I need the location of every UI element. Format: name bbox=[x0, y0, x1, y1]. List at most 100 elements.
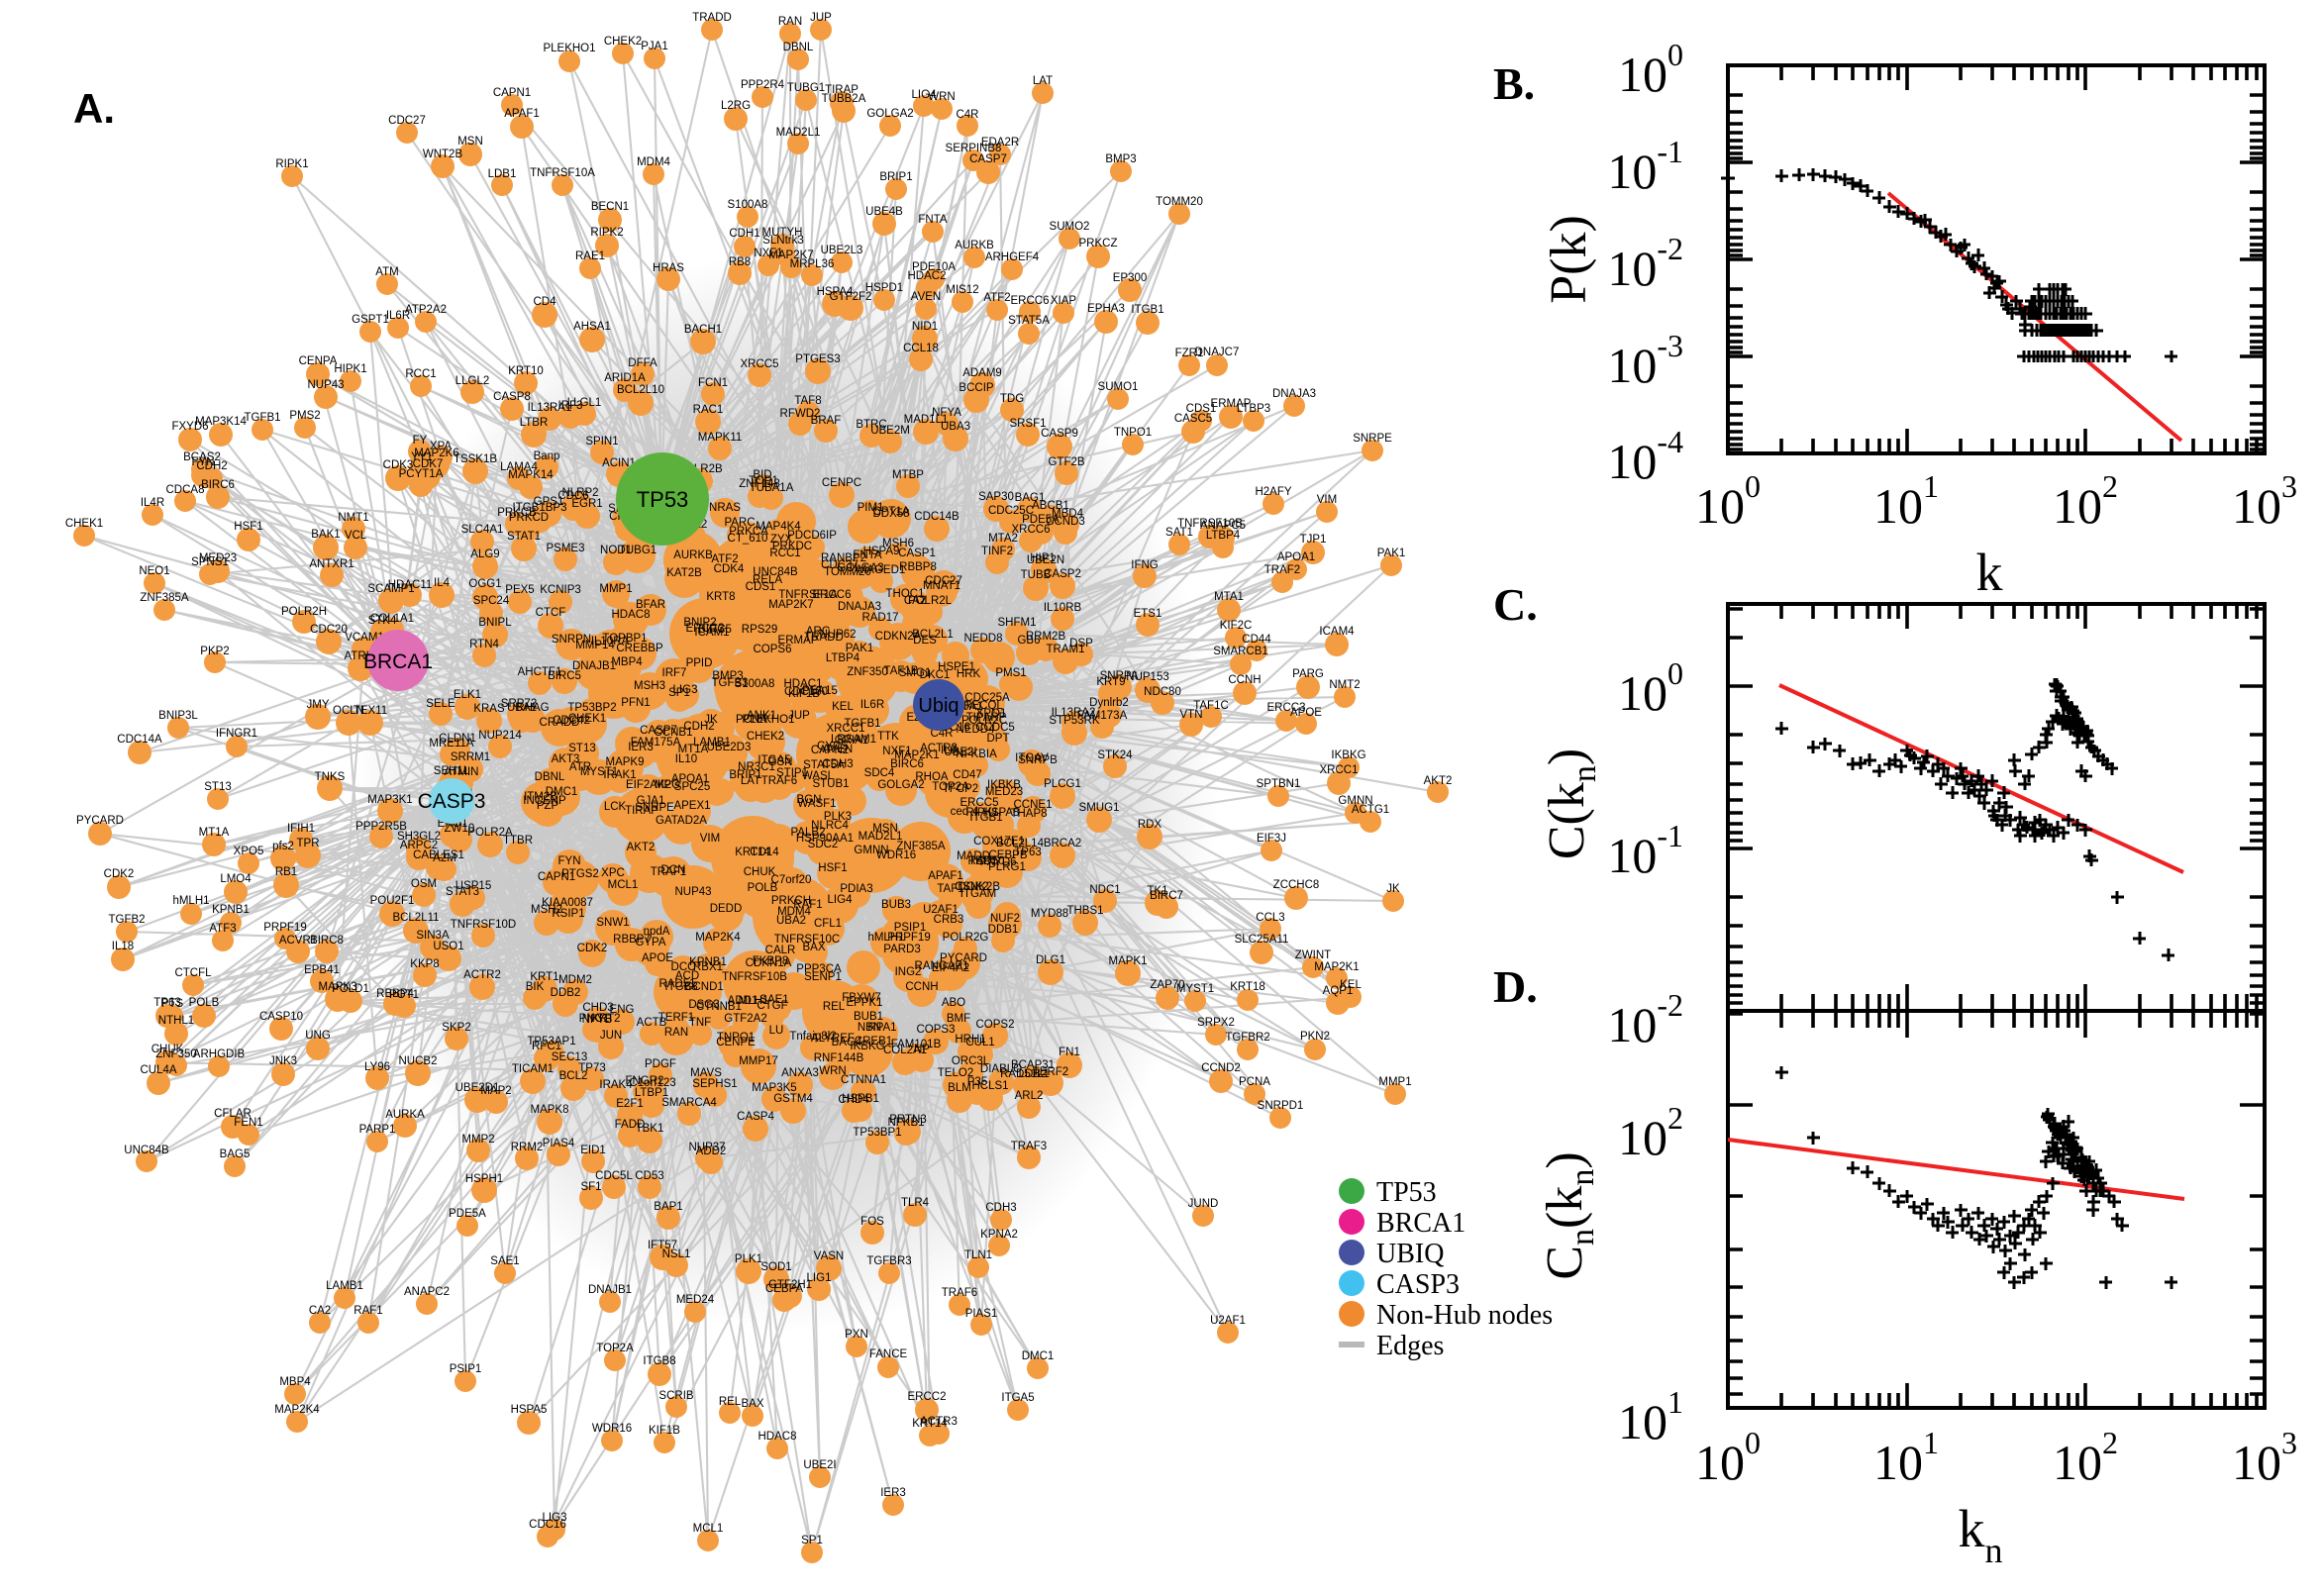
svg-text:CAPN1: CAPN1 bbox=[538, 871, 575, 883]
svg-text:HSPA8: HSPA8 bbox=[983, 807, 1020, 819]
svg-text:CCNH: CCNH bbox=[1228, 674, 1261, 686]
svg-text:DSG3: DSG3 bbox=[688, 999, 719, 1011]
svg-text:VIM: VIM bbox=[1317, 494, 1337, 506]
svg-text:BIRC5: BIRC5 bbox=[698, 624, 732, 636]
svg-text:TGFB1: TGFB1 bbox=[244, 412, 280, 424]
svg-text:CHEK2: CHEK2 bbox=[747, 731, 784, 743]
svg-text:CD44: CD44 bbox=[1242, 634, 1271, 646]
svg-text:EDA2R: EDA2R bbox=[981, 137, 1019, 149]
svg-text:CCL18: CCL18 bbox=[903, 343, 939, 354]
svg-text:TP53BP1: TP53BP1 bbox=[853, 1127, 901, 1139]
svg-text:TOP1: TOP1 bbox=[749, 475, 778, 487]
svg-text:CABLES1: CABLES1 bbox=[413, 849, 464, 861]
svg-text:H2AFY: H2AFY bbox=[1255, 486, 1291, 498]
svg-text:ADD2: ADD2 bbox=[696, 1146, 727, 1157]
svg-text:NXF1: NXF1 bbox=[754, 248, 782, 259]
svg-text:RTN4: RTN4 bbox=[469, 639, 499, 650]
svg-text:MT1A: MT1A bbox=[199, 827, 230, 839]
svg-text:GATAD2A: GATAD2A bbox=[656, 815, 707, 827]
svg-text:RAD50: RAD50 bbox=[967, 855, 1004, 867]
svg-text:SPTBN1: SPTBN1 bbox=[1257, 778, 1301, 790]
svg-text:RAC1: RAC1 bbox=[693, 404, 724, 416]
svg-text:NMT1: NMT1 bbox=[338, 512, 368, 524]
svg-text:ING2: ING2 bbox=[895, 966, 922, 978]
svg-text:CASP7: CASP7 bbox=[640, 725, 677, 737]
svg-text:RAN: RAN bbox=[664, 1027, 688, 1039]
svg-text:MMP1: MMP1 bbox=[1378, 1076, 1411, 1088]
svg-text:PMS2: PMS2 bbox=[289, 410, 320, 422]
svg-text:TRAF1: TRAF1 bbox=[651, 866, 686, 878]
svg-text:CCNB1: CCNB1 bbox=[655, 727, 693, 739]
svg-text:BAX: BAX bbox=[741, 1398, 763, 1410]
svg-text:CDKN1A: CDKN1A bbox=[746, 957, 792, 969]
svg-text:BAK1: BAK1 bbox=[311, 529, 340, 541]
svg-text:CD47: CD47 bbox=[953, 769, 981, 781]
svg-text:RBBP4: RBBP4 bbox=[376, 988, 414, 1000]
svg-text:KEL: KEL bbox=[1340, 979, 1362, 991]
svg-text:GSN: GSN bbox=[768, 756, 793, 768]
svg-text:FNTA: FNTA bbox=[853, 549, 882, 561]
svg-text:CDC27: CDC27 bbox=[925, 575, 962, 587]
svg-text:RBBP7: RBBP7 bbox=[613, 934, 651, 946]
svg-text:IL6: IL6 bbox=[941, 745, 957, 756]
svg-text:SPNS1: SPNS1 bbox=[191, 556, 229, 568]
svg-text:FAM175A: FAM175A bbox=[631, 737, 681, 748]
svg-text:GMNN: GMNN bbox=[1338, 795, 1372, 807]
svg-text:XRCC6: XRCC6 bbox=[1012, 524, 1051, 536]
svg-text:C4R: C4R bbox=[930, 728, 953, 740]
svg-text:KRT18: KRT18 bbox=[1230, 981, 1265, 993]
svg-text:ACVR1: ACVR1 bbox=[279, 935, 317, 947]
svg-text:ZNF385A: ZNF385A bbox=[896, 841, 946, 852]
svg-text:PRKDC: PRKDC bbox=[772, 541, 812, 552]
svg-text:CDC27: CDC27 bbox=[388, 115, 426, 127]
svg-text:PYCARD: PYCARD bbox=[940, 952, 987, 964]
svg-text:CHEK1: CHEK1 bbox=[568, 713, 606, 725]
svg-text:BTRC: BTRC bbox=[856, 419, 886, 431]
svg-text:C.: C. bbox=[1493, 579, 1538, 630]
svg-text:UBE2D1: UBE2D1 bbox=[455, 1082, 500, 1094]
svg-text:TRAM1: TRAM1 bbox=[1047, 644, 1085, 655]
svg-text:MED23: MED23 bbox=[985, 786, 1023, 798]
svg-text:MAP4K4: MAP4K4 bbox=[756, 521, 801, 533]
svg-text:FYN: FYN bbox=[558, 855, 581, 867]
svg-text:BRIP1: BRIP1 bbox=[729, 769, 761, 781]
svg-text:ORC3L: ORC3L bbox=[952, 1055, 990, 1067]
svg-text:DNAJB1: DNAJB1 bbox=[588, 1284, 632, 1296]
svg-text:CDH3: CDH3 bbox=[985, 1202, 1016, 1214]
svg-text:PCNA: PCNA bbox=[1239, 1076, 1270, 1088]
svg-text:BCL2L11: BCL2L11 bbox=[392, 912, 439, 924]
svg-text:SAP30: SAP30 bbox=[978, 491, 1014, 503]
svg-text:ERCC6: ERCC6 bbox=[1011, 295, 1050, 307]
svg-text:UBE4B: UBE4B bbox=[865, 206, 903, 218]
svg-text:DCN: DCN bbox=[661, 864, 686, 876]
svg-text:UBE2N: UBE2N bbox=[1027, 554, 1064, 566]
svg-text:TP63: TP63 bbox=[1014, 847, 1042, 858]
svg-text:LDB1: LDB1 bbox=[488, 168, 517, 180]
svg-text:GTF2F2: GTF2F2 bbox=[830, 291, 872, 303]
svg-text:TGFB3: TGFB3 bbox=[711, 677, 748, 689]
svg-text:PRKCZ: PRKCZ bbox=[1079, 238, 1118, 249]
svg-text:CDC100: CDC100 bbox=[784, 686, 828, 698]
svg-text:BCL2: BCL2 bbox=[559, 1070, 588, 1082]
svg-text:CASP2: CASP2 bbox=[1044, 568, 1081, 580]
svg-text:SRSF1: SRSF1 bbox=[1009, 418, 1046, 430]
svg-text:BNIP3L: BNIP3L bbox=[158, 710, 198, 722]
svg-text:RFWD2: RFWD2 bbox=[780, 408, 821, 420]
svg-text:SMG1: SMG1 bbox=[899, 667, 932, 679]
svg-text:TRAF6: TRAF6 bbox=[942, 1287, 977, 1299]
svg-text:TERT: TERT bbox=[968, 855, 998, 867]
svg-text:TNKS: TNKS bbox=[315, 771, 346, 783]
svg-text:SRP72: SRP72 bbox=[501, 698, 537, 710]
svg-text:SOD1: SOD1 bbox=[760, 1261, 791, 1273]
svg-text:RAE1: RAE1 bbox=[575, 250, 605, 262]
svg-text:IFNGR1: IFNGR1 bbox=[216, 728, 257, 740]
svg-text:ARID1A: ARID1A bbox=[604, 372, 646, 384]
svg-text:MSN: MSN bbox=[872, 823, 898, 835]
svg-text:PARD3: PARD3 bbox=[883, 944, 921, 955]
svg-text:WASL: WASL bbox=[802, 770, 835, 782]
svg-text:DEDD: DEDD bbox=[710, 903, 743, 915]
svg-text:MBP4: MBP4 bbox=[279, 1376, 311, 1388]
svg-text:RAD51L1: RAD51L1 bbox=[1000, 1068, 1050, 1080]
svg-text:ITGA5: ITGA5 bbox=[1001, 1392, 1034, 1404]
svg-text:PYCARD: PYCARD bbox=[76, 815, 124, 827]
